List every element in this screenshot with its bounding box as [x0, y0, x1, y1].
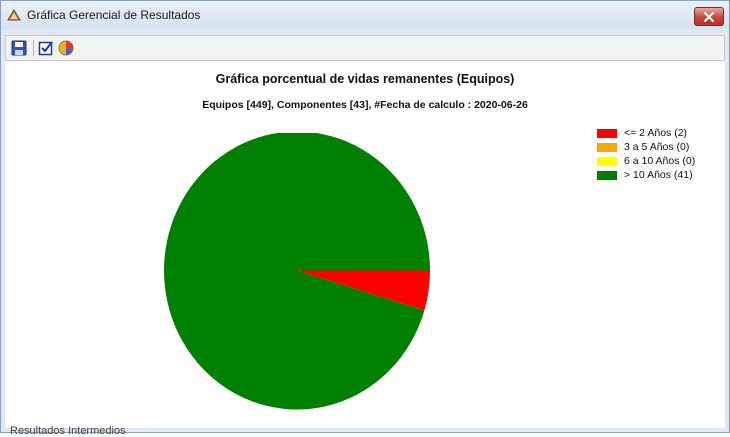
chart-subtitle: Equipos [449], Componentes [43], #Fecha … — [202, 99, 528, 111]
chart-button[interactable] — [57, 39, 75, 57]
chart-title: Gráfica porcentual de vidas remanentes (… — [215, 72, 515, 86]
close-icon — [703, 11, 715, 22]
legend-label: > 10 Años (41) — [624, 169, 693, 181]
chart-area: Gráfica porcentual de vidas remanentes (… — [5, 61, 725, 428]
window-title: Gráfica Gerencial de Resultados — [27, 8, 201, 22]
check-button[interactable] — [37, 39, 55, 57]
legend-swatch — [597, 143, 617, 152]
status-text: Resultados Intermedios — [10, 425, 126, 437]
pie-chart-icon — [58, 40, 74, 56]
toolbar — [5, 35, 725, 61]
legend-label: 6 a 10 Años (0) — [624, 155, 696, 167]
app-icon — [7, 9, 21, 21]
pie-slice — [164, 133, 430, 410]
legend-swatch — [597, 157, 617, 166]
legend-swatch — [597, 129, 617, 138]
save-icon — [11, 40, 27, 56]
pie-slice — [297, 270, 430, 311]
save-button[interactable] — [10, 39, 28, 57]
title-bar[interactable]: Gráfica Gerencial de Resultados — [1, 1, 729, 29]
legend-label: <= 2 Años (2) — [624, 127, 688, 139]
legend-label: 3 a 5 Años (0) — [624, 141, 690, 153]
checkbox-icon — [38, 41, 53, 56]
pie-chart — [164, 133, 430, 410]
close-button[interactable] — [694, 7, 724, 26]
toolbar-separator — [33, 40, 34, 56]
legend-swatch — [597, 171, 617, 180]
